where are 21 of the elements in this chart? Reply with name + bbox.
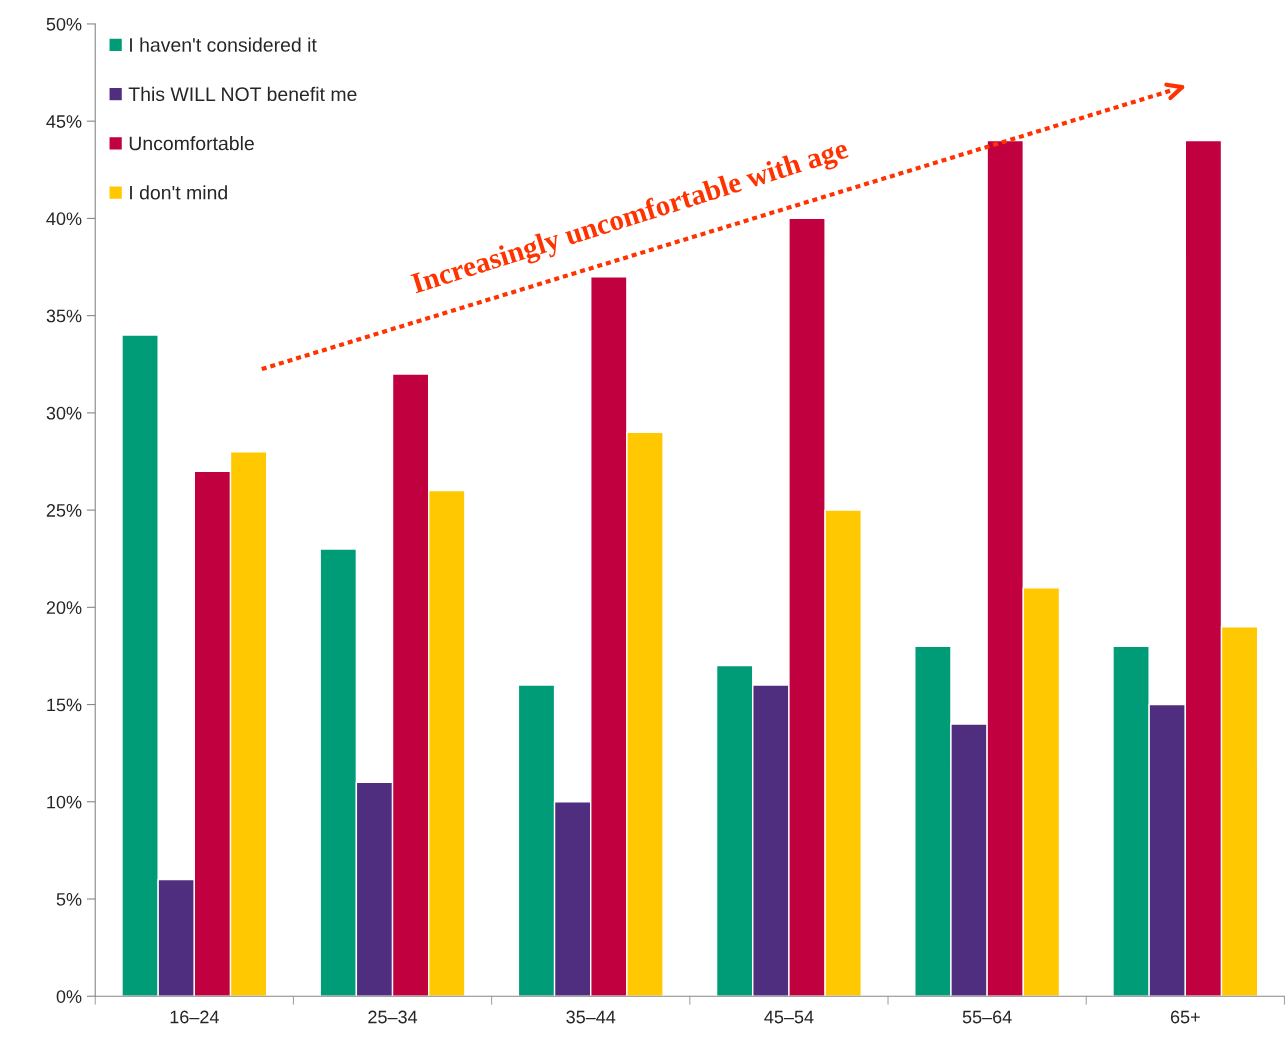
y-tick-label: 25%	[46, 504, 82, 517]
y-tick-label: 10%	[47, 795, 82, 809]
y-tick-label: 40%	[46, 212, 82, 226]
x-tick-label: 65+	[1170, 1010, 1200, 1024]
y-tick-label: 45%	[46, 115, 82, 128]
x-tick-label: 55–64	[962, 1010, 1012, 1024]
x-tick-label: 16–24	[170, 1010, 219, 1024]
legend-label: This WILL NOT benefit me	[128, 86, 357, 102]
y-tick-label: 30%	[46, 406, 82, 420]
y-tick-label: 50%	[46, 17, 82, 31]
y-tick-label: 0%	[56, 990, 82, 1003]
x-tick-label: 45–54	[764, 1010, 814, 1024]
y-tick-label: 20%	[46, 601, 82, 615]
y-tick-label: 5%	[56, 893, 82, 906]
legend-label: Uncomfortable	[129, 136, 254, 151]
legend-label: I haven't considered it	[130, 37, 317, 52]
y-tick-label: 15%	[47, 698, 82, 712]
x-tick-label: 35–44	[566, 1010, 616, 1024]
x-tick-label: 25–34	[368, 1010, 418, 1024]
y-tick-label: 35%	[46, 309, 82, 323]
legend-label: I don't mind	[130, 185, 227, 200]
